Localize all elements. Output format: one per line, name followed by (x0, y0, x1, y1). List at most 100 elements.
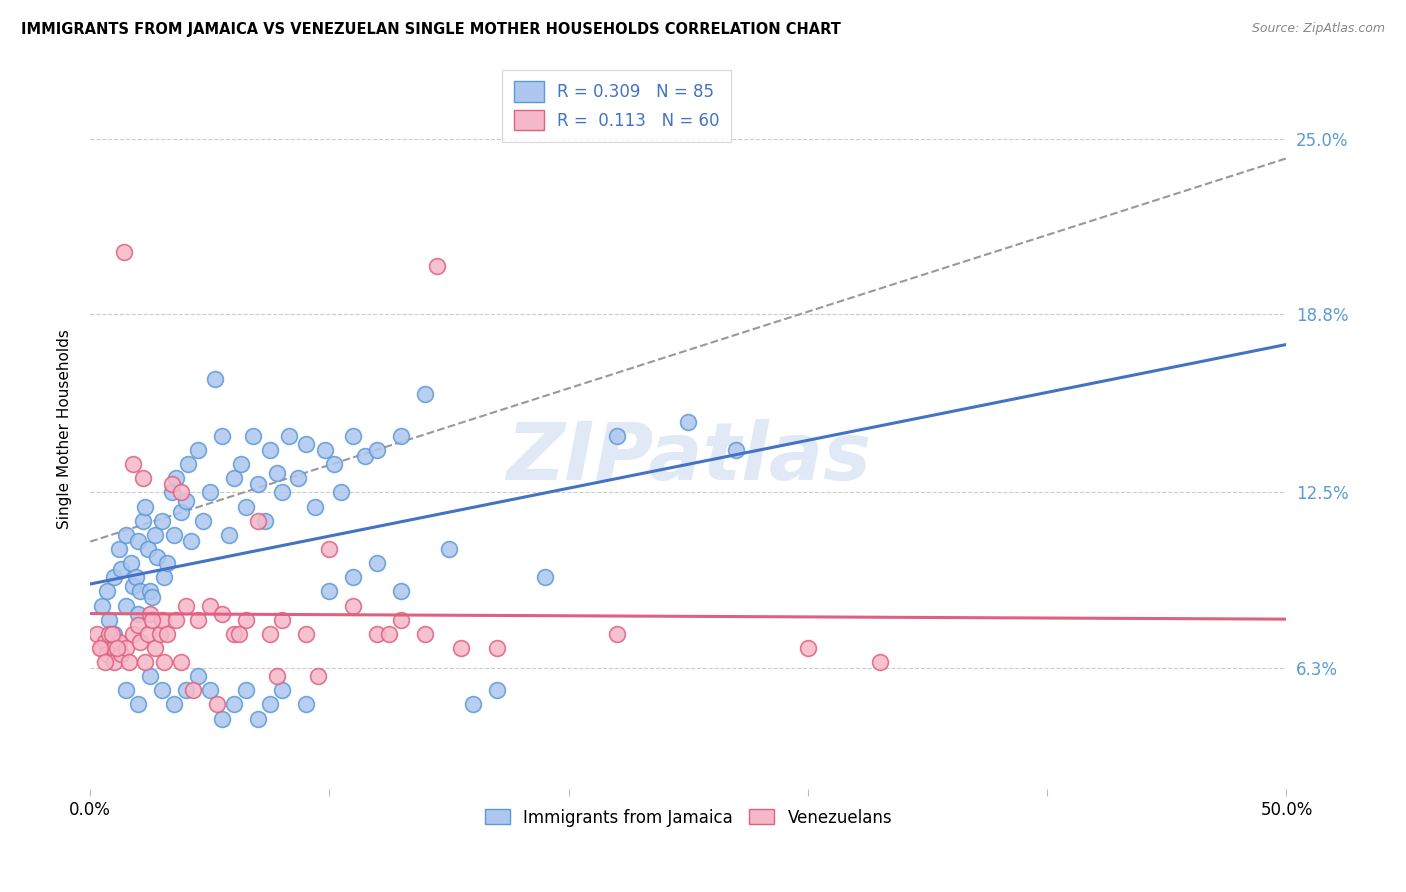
Point (163, 528, 186, 542)
Point (100, 627, 122, 641)
Point (426, 260, 449, 274)
Point (191, 514, 214, 528)
Point (150, 683, 173, 698)
Point (270, 683, 292, 698)
Point (235, 613, 257, 627)
Point (136, 627, 159, 641)
Point (229, 457, 252, 471)
Point (134, 655, 156, 669)
Point (122, 579, 145, 593)
Point (180, 533, 202, 548)
Point (366, 556, 388, 570)
Y-axis label: Single Mother Households: Single Mother Households (58, 329, 72, 529)
Point (307, 669, 329, 683)
Point (413, 627, 436, 641)
Point (127, 533, 149, 548)
Point (160, 477, 183, 491)
Point (869, 655, 891, 669)
Point (205, 698, 228, 712)
Point (165, 471, 187, 485)
Point (153, 570, 176, 584)
Point (117, 655, 139, 669)
Point (170, 655, 193, 669)
Point (304, 500, 326, 514)
Text: ZIPatlas: ZIPatlas (506, 418, 870, 497)
Point (222, 471, 245, 485)
Point (174, 599, 197, 613)
Point (461, 698, 484, 712)
Point (485, 683, 508, 698)
Point (132, 471, 155, 485)
Point (270, 613, 292, 627)
Point (129, 584, 152, 599)
Point (211, 429, 233, 443)
Point (103, 640, 125, 655)
Point (115, 599, 138, 613)
Point (211, 607, 233, 621)
Point (115, 528, 138, 542)
Point (122, 457, 145, 471)
Point (259, 627, 281, 641)
Point (120, 556, 142, 570)
Point (235, 500, 257, 514)
Point (246, 477, 269, 491)
Point (108, 541, 131, 556)
Point (287, 471, 309, 485)
Point (366, 627, 388, 641)
Point (187, 613, 209, 627)
Point (141, 613, 163, 627)
Point (125, 570, 148, 584)
Point (115, 683, 138, 698)
Point (366, 443, 388, 458)
Point (112, 245, 135, 260)
Point (533, 570, 555, 584)
Point (139, 607, 162, 621)
Point (342, 570, 364, 584)
Point (318, 541, 340, 556)
Point (277, 429, 299, 443)
Point (160, 485, 183, 500)
Point (127, 618, 149, 632)
Point (187, 669, 209, 683)
Point (96, 584, 118, 599)
Point (134, 500, 156, 514)
Point (198, 599, 221, 613)
Point (294, 437, 316, 451)
Point (246, 712, 269, 726)
Point (797, 640, 820, 655)
Point (156, 627, 179, 641)
Point (143, 528, 166, 542)
Point (93, 635, 115, 649)
Point (181, 683, 204, 698)
Point (122, 627, 145, 641)
Point (93, 655, 115, 669)
Point (163, 698, 186, 712)
Point (170, 505, 193, 519)
Point (165, 613, 187, 627)
Point (103, 627, 125, 641)
Point (150, 514, 173, 528)
Point (606, 429, 628, 443)
Point (606, 627, 628, 641)
Point (103, 655, 125, 669)
Point (98, 627, 121, 641)
Point (378, 627, 401, 641)
Point (242, 429, 264, 443)
Point (150, 613, 173, 627)
Point (139, 584, 162, 599)
Text: Source: ZipAtlas.com: Source: ZipAtlas.com (1251, 22, 1385, 36)
Point (91, 640, 114, 655)
Point (323, 457, 346, 471)
Point (222, 627, 245, 641)
Point (170, 485, 193, 500)
Point (198, 485, 221, 500)
Point (110, 562, 132, 576)
Point (132, 514, 155, 528)
Point (103, 570, 125, 584)
Text: IMMIGRANTS FROM JAMAICA VS VENEZUELAN SINGLE MOTHER HOUSEHOLDS CORRELATION CHART: IMMIGRANTS FROM JAMAICA VS VENEZUELAN SI… (21, 22, 841, 37)
Point (174, 494, 197, 508)
Legend: Immigrants from Jamaica, Venezuelans: Immigrants from Jamaica, Venezuelans (477, 800, 900, 835)
Point (330, 485, 353, 500)
Point (174, 683, 197, 698)
Point (354, 449, 377, 463)
